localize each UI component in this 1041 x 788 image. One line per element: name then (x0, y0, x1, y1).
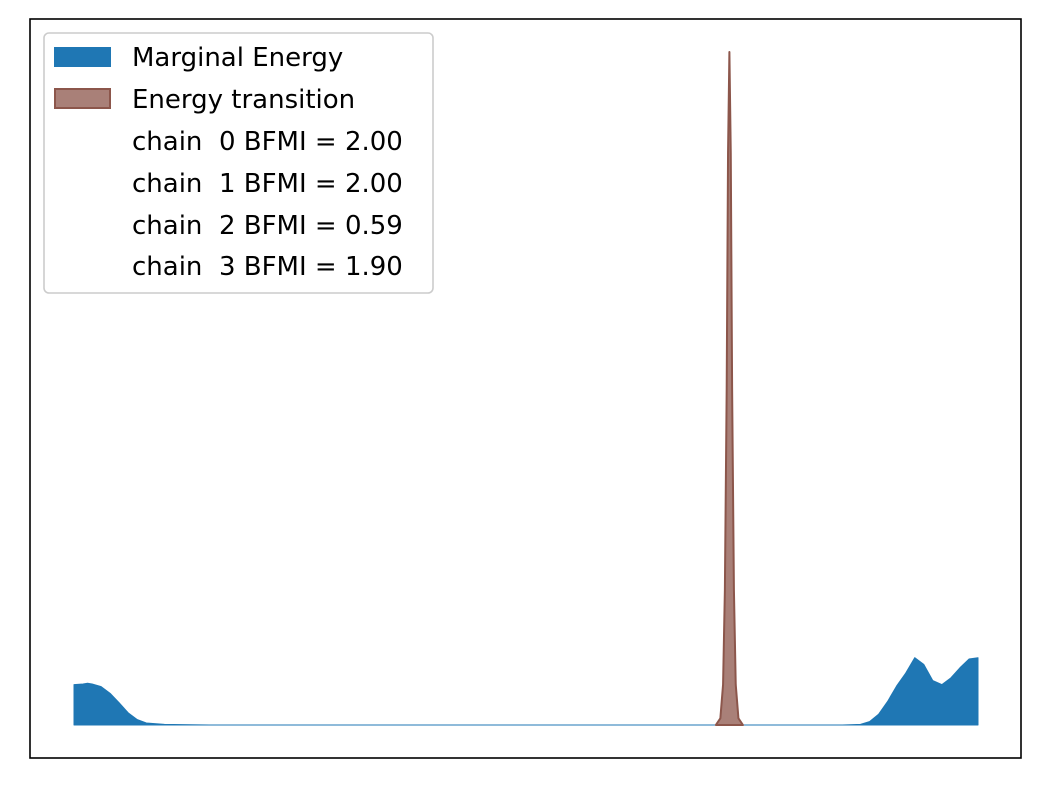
axes-frame (29, 18, 1022, 759)
legend-label-chain-0-bfmi: chain 0 BFMI = 2.00 (132, 127, 403, 157)
legend-label-chain-2-bfmi: chain 2 BFMI = 0.59 (132, 211, 403, 241)
legend-swatch-marginal-energy (54, 47, 111, 67)
plot-area (73, 51, 979, 726)
series-area-marginal-energy (73, 657, 979, 726)
legend-swatch-energy-transition (54, 88, 111, 109)
legend-label-energy-transition: Energy transition (132, 85, 355, 115)
series-area-energy-transition (714, 51, 744, 726)
legend-label-marginal-energy: Marginal Energy (132, 43, 343, 73)
legend: Marginal Energy Energy transition chain … (43, 32, 434, 294)
legend-label-chain-1-bfmi: chain 1 BFMI = 2.00 (132, 169, 403, 199)
legend-frame (43, 32, 434, 294)
legend-label-chain-3-bfmi: chain 3 BFMI = 1.90 (132, 252, 403, 282)
